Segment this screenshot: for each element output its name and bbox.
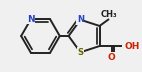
- Text: S: S: [77, 48, 83, 57]
- Text: N: N: [77, 15, 84, 24]
- Text: N: N: [27, 15, 35, 24]
- Text: CH₃: CH₃: [100, 10, 117, 19]
- Text: O: O: [108, 53, 116, 62]
- Text: OH: OH: [124, 42, 140, 51]
